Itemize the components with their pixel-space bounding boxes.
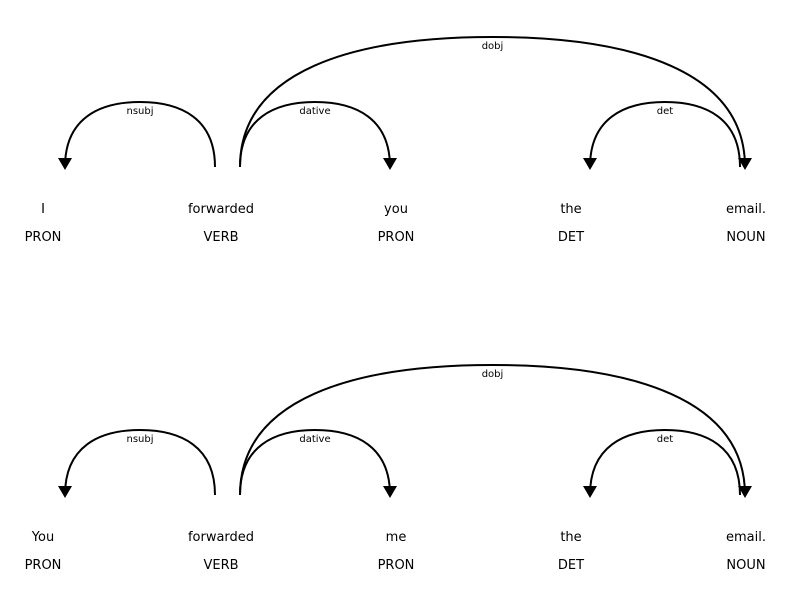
sentence-2: You PRON forwarded VERB me PRON the DET email. NO… — [25, 363, 766, 573]
arc-label: det — [657, 434, 674, 445]
dependency-arc-det: det — [583, 428, 741, 498]
token: email. NOUN — [726, 530, 766, 573]
token-pos-tag: PRON — [25, 558, 62, 573]
token-word: forwarded — [188, 530, 254, 545]
arrowhead-icon — [738, 486, 752, 498]
arc-label: dobj — [482, 369, 504, 380]
arrowhead-icon — [383, 158, 397, 170]
token-word: the — [560, 202, 581, 217]
token: the DET — [558, 202, 584, 245]
token-pos-tag: VERB — [203, 558, 238, 573]
token-pos-tag: PRON — [378, 558, 415, 573]
token-pos-tag: VERB — [203, 230, 238, 245]
token: email. NOUN — [726, 202, 766, 245]
arc-label: dobj — [482, 41, 504, 52]
token: the DET — [558, 530, 584, 573]
arc-label: nsubj — [126, 434, 153, 445]
dependency-arc-dobj: dobj — [239, 363, 752, 498]
arc-line — [239, 363, 746, 496]
dependency-arc-nsubj: nsubj — [58, 100, 216, 170]
arrowhead-icon — [583, 158, 597, 170]
token-pos-tag: PRON — [378, 230, 415, 245]
arrowhead-icon — [383, 486, 397, 498]
sentence-1: I PRON forwarded VERB you PRON the DET email. NOU… — [25, 35, 766, 245]
token: forwarded VERB — [188, 202, 254, 245]
token-word: me — [386, 530, 407, 545]
dependency-arc-nsubj: nsubj — [58, 428, 216, 498]
token-pos-tag: PRON — [25, 230, 62, 245]
dependency-arc-dobj: dobj — [239, 35, 752, 170]
arrowhead-icon — [583, 486, 597, 498]
arc-line — [239, 100, 391, 168]
arc-line — [589, 100, 741, 168]
arc-line — [239, 428, 391, 496]
arc-label: det — [657, 106, 674, 117]
token-word: the — [560, 530, 581, 545]
token: I PRON — [25, 202, 62, 245]
token-word: You — [31, 530, 54, 545]
token: You PRON — [25, 530, 62, 573]
dependency-arc-dative: dative — [239, 428, 397, 498]
token-pos-tag: NOUN — [726, 558, 765, 573]
token-word: email. — [726, 202, 766, 217]
arc-label: dative — [299, 106, 330, 117]
arc-line — [64, 428, 216, 496]
token-pos-tag: DET — [558, 558, 584, 573]
token-pos-tag: NOUN — [726, 230, 765, 245]
arrowhead-icon — [58, 158, 72, 170]
token: me PRON — [378, 530, 415, 573]
token: forwarded VERB — [188, 530, 254, 573]
arc-line — [64, 100, 216, 168]
dependency-arc-det: det — [583, 100, 741, 170]
arc-line — [589, 428, 741, 496]
token-word: you — [384, 202, 408, 217]
token-word: forwarded — [188, 202, 254, 217]
arrowhead-icon — [58, 486, 72, 498]
token: you PRON — [378, 202, 415, 245]
dependency-arc-dative: dative — [239, 100, 397, 170]
arc-label: dative — [299, 434, 330, 445]
token-word: email. — [726, 530, 766, 545]
arc-label: nsubj — [126, 106, 153, 117]
arrowhead-icon — [738, 158, 752, 170]
token-pos-tag: DET — [558, 230, 584, 245]
arc-line — [239, 35, 746, 168]
token-word: I — [41, 202, 45, 217]
